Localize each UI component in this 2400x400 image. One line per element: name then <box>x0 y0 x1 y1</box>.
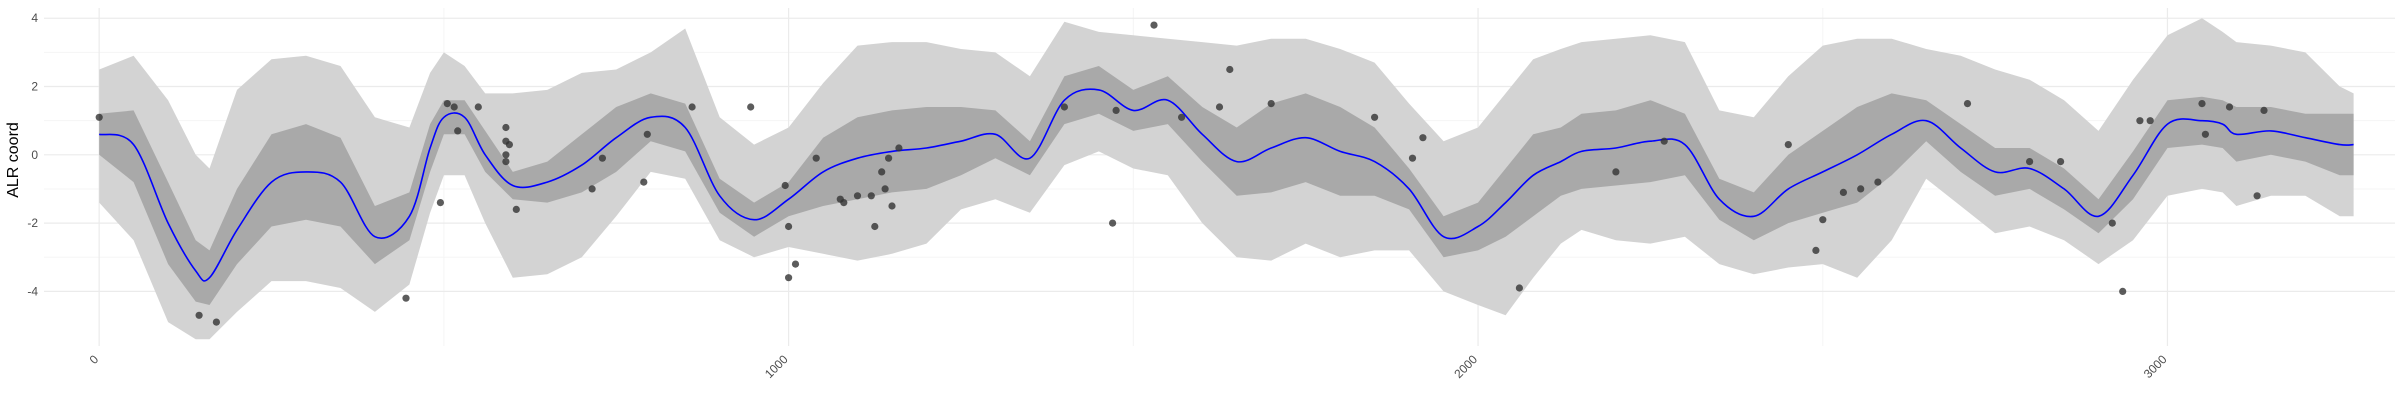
data-point <box>1963 100 1972 108</box>
inner-band-area <box>99 66 2354 305</box>
data-point <box>1784 141 1792 149</box>
data-point <box>1371 113 1379 121</box>
data-point <box>812 154 820 162</box>
data-point <box>2201 130 2209 138</box>
data-point <box>1874 178 1882 186</box>
data-point <box>512 205 520 213</box>
data-point <box>454 127 462 135</box>
data-point <box>1515 284 1523 292</box>
data-point <box>885 154 893 162</box>
data-point <box>1839 188 1847 196</box>
data-point <box>2136 117 2144 125</box>
data-point <box>1660 137 1668 145</box>
data-point <box>588 185 596 193</box>
data-point <box>1109 219 1117 227</box>
data-point <box>502 151 510 159</box>
data-point <box>402 294 410 302</box>
data-point <box>840 199 848 207</box>
data-point <box>791 260 800 268</box>
data-point <box>505 141 513 149</box>
data-point <box>2119 287 2127 295</box>
data-point <box>1267 100 1275 108</box>
data-point <box>195 311 203 319</box>
confidence-bands <box>99 18 2354 340</box>
data-point <box>640 178 648 186</box>
data-point <box>2057 158 2065 166</box>
data-point <box>853 192 862 200</box>
observed-points <box>95 21 2268 326</box>
data-point <box>2026 158 2034 166</box>
mean-line <box>98 88 2354 282</box>
data-point <box>881 185 889 193</box>
data-point <box>212 318 220 326</box>
data-point <box>2253 192 2261 200</box>
x-tick-label: 2000 <box>1451 352 1480 381</box>
data-point <box>895 144 903 152</box>
data-point <box>1060 103 1068 111</box>
data-point <box>502 158 510 166</box>
data-point <box>502 123 510 132</box>
data-point <box>688 103 696 111</box>
data-point <box>781 181 789 190</box>
data-point <box>785 222 793 231</box>
y-axis-title: ALR coord <box>5 122 22 198</box>
data-point <box>888 202 896 210</box>
data-point <box>643 130 651 138</box>
data-point <box>474 103 482 111</box>
y-tick-label: -4 <box>27 284 38 298</box>
data-point <box>785 274 793 282</box>
x-tick-label: 3000 <box>2141 352 2170 381</box>
data-point <box>2225 103 2234 111</box>
data-point <box>1178 113 1186 121</box>
data-point <box>747 103 755 111</box>
y-tick-label: 2 <box>31 80 38 94</box>
y-tick-label: 0 <box>31 148 38 162</box>
data-point <box>871 222 879 231</box>
data-point <box>1612 168 1620 176</box>
y-tick-label: 4 <box>31 11 38 25</box>
data-point <box>1226 65 1234 74</box>
data-point <box>1857 185 1865 193</box>
mean-line-layer <box>98 88 2354 282</box>
data-point <box>1408 154 1417 162</box>
data-point <box>1150 21 1158 29</box>
x-axis-ticks: 0 1000 2000 3000 <box>87 352 2170 381</box>
data-point <box>598 154 607 162</box>
data-point <box>443 100 451 108</box>
y-tick-label: -2 <box>27 216 38 230</box>
data-point <box>1819 216 1827 224</box>
data-point <box>450 103 458 111</box>
data-point <box>1112 106 1120 114</box>
data-point <box>2146 117 2154 125</box>
data-point <box>436 199 444 207</box>
data-point <box>878 168 886 176</box>
data-point <box>2108 219 2116 227</box>
data-point <box>1419 134 1427 142</box>
data-point <box>1812 246 1820 254</box>
x-tick-label: 1000 <box>762 352 791 381</box>
data-point <box>867 192 875 200</box>
y-axis-ticks: -4 -2 0 2 4 <box>27 11 38 298</box>
data-point <box>2260 106 2268 114</box>
data-point <box>1215 103 1224 111</box>
data-point <box>2198 100 2206 108</box>
data-point <box>95 113 103 121</box>
x-tick-label: 0 <box>87 352 102 367</box>
